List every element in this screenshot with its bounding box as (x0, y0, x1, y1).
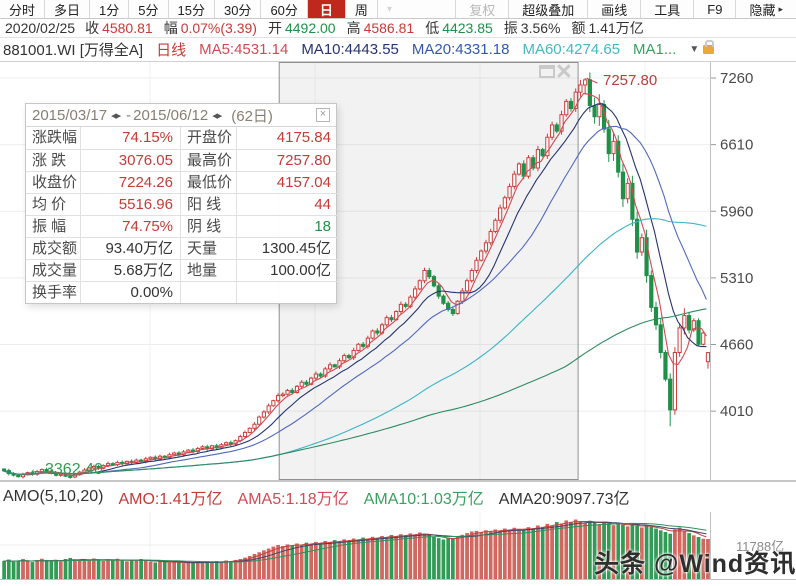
watermark: 头条 @Wind资讯 (594, 550, 796, 578)
svg-text:4010: 4010 (720, 403, 753, 420)
range-end-date: 2015/06/12 (133, 106, 209, 124)
hide-button-label: 隐藏 (749, 2, 776, 18)
svg-text:4660: 4660 (720, 337, 753, 354)
ma10-line (2, 103, 707, 475)
range-day-count: (62日) (231, 107, 273, 125)
symbol-name: 881001.WI [万得全A] (3, 42, 144, 59)
quote-date: 2020/02/25 (5, 20, 76, 36)
quote-high: 高 4586.81 (346, 20, 415, 36)
chart-region: 7260 6610 5960 5310 4660 4010 × 7257.80 ←3362… (0, 56, 796, 586)
f9-button[interactable]: F9 (693, 0, 735, 18)
close-icon[interactable]: × (316, 108, 330, 122)
ama10-value: AMA10:1.03万亿 (363, 491, 484, 508)
ma20-line (2, 125, 707, 475)
volume-chart[interactable] (0, 512, 796, 586)
ma-more-label: MA1... (633, 41, 677, 58)
svg-text:7260: 7260 (720, 70, 753, 87)
period-label: 日线 (156, 42, 187, 59)
amo-value: AMO:1.41万亿 (118, 491, 223, 508)
adjust-price-button[interactable]: 复权 (455, 0, 508, 18)
tab-1min[interactable]: 1分 (90, 0, 130, 18)
tab-5min[interactable]: 5分 (129, 0, 169, 18)
quote-open: 开 4492.00 (267, 20, 336, 36)
tools-button[interactable]: 工具 (640, 0, 693, 18)
range-stats-table: 涨跌幅 74.15% 开盘价 4175.84 涨 跌 3076.05 最高价 7257.80… (26, 127, 338, 303)
ma20-label: MA20:4331.18 (411, 41, 510, 58)
tab-daily-active[interactable]: 日 (307, 0, 346, 18)
tab-30min[interactable]: 30分 (215, 0, 262, 18)
svg-text:5310: 5310 (720, 270, 753, 287)
draw-line-button[interactable]: 画线 (587, 0, 640, 18)
super-overlay-button[interactable]: 超级叠加 (508, 0, 587, 18)
amo-name: AMO(5,10,20) (3, 488, 104, 505)
candlestick-layer (2, 72, 711, 479)
hide-button[interactable]: 隐藏 ▸ (735, 0, 796, 18)
chevron-down-icon[interactable]: ▼ (689, 44, 700, 55)
amo-indicator-bar: AMO(5,10,20) AMO:1.41万亿 AMA5:1.18万亿 AMA1… (0, 481, 796, 512)
selection-restore-icon[interactable] (539, 65, 555, 78)
svg-text:6610: 6610 (720, 137, 753, 154)
left-arrow-icon: ← (28, 461, 44, 478)
range-stats-header: 2015/03/17 ◂▸ - 2015/06/12 ◂▸ (62日) × (26, 104, 336, 127)
ama20-value: AMA20:9097.73亿 (498, 491, 630, 508)
quote-amount: 额 1.41万亿 (571, 20, 644, 36)
range-stats-popup: 2015/03/17 ◂▸ - 2015/06/12 ◂▸ (62日) × 涨跌… (25, 103, 338, 304)
toolbar-right-group: 复权 超级叠加 画线 工具 F9 隐藏 ▸ (455, 0, 796, 18)
ma5-label: MA5:4531.14 (199, 41, 289, 58)
period-toolbar: 分时 多日 1分 5分 15分 30分 60分 日 周 ▾ 复权 超级叠加 画线… (0, 0, 796, 19)
quote-amplitude: 振 3.56% (503, 20, 561, 36)
quote-change: 幅 0.07%(3.39) (163, 20, 257, 36)
vol-ma20-line (2, 522, 707, 563)
tab-15min[interactable]: 15分 (169, 0, 215, 18)
range-start-stepper[interactable]: ◂▸ (111, 109, 121, 122)
ma5-line (2, 92, 707, 476)
expand-right-icon: ▸ (778, 3, 783, 14)
more-periods-icon[interactable]: ▾ (386, 3, 392, 15)
quote-bar: 2020/02/25 收 4580.81 幅 0.07%(3.39) 开 4492.0… (0, 19, 796, 38)
ma120-line (2, 308, 707, 475)
quote-low: 低 4423.85 (425, 20, 493, 36)
selection-close-icon[interactable]: × (556, 56, 572, 86)
low-price-label: ←3362.40 (28, 461, 103, 478)
chart-header: 881001.WI [万得全A] 日线 MA5:4531.14 MA10:444… (0, 38, 796, 62)
range-end-stepper[interactable]: ◂▸ (212, 109, 222, 122)
quote-close: 收 4580.81 (85, 20, 153, 36)
tab-60min[interactable]: 60分 (261, 0, 308, 18)
peak-price-label: 7257.80 (603, 72, 658, 89)
volume-axis-label: 11788亿 (736, 539, 785, 554)
range-start-date: 2015/03/17 (32, 106, 108, 124)
tab-intraday[interactable]: 分时 (0, 0, 46, 18)
lock-icon[interactable] (703, 40, 715, 54)
svg-text:5960: 5960 (720, 203, 753, 220)
ma10-label: MA10:4443.55 (301, 41, 399, 58)
ma60-label: MA60:4274.65 (522, 41, 621, 58)
ama5-value: AMA5:1.18万亿 (237, 491, 349, 508)
tab-multiday[interactable]: 多日 (45, 0, 91, 18)
tab-weekly[interactable]: 周 (346, 0, 378, 18)
